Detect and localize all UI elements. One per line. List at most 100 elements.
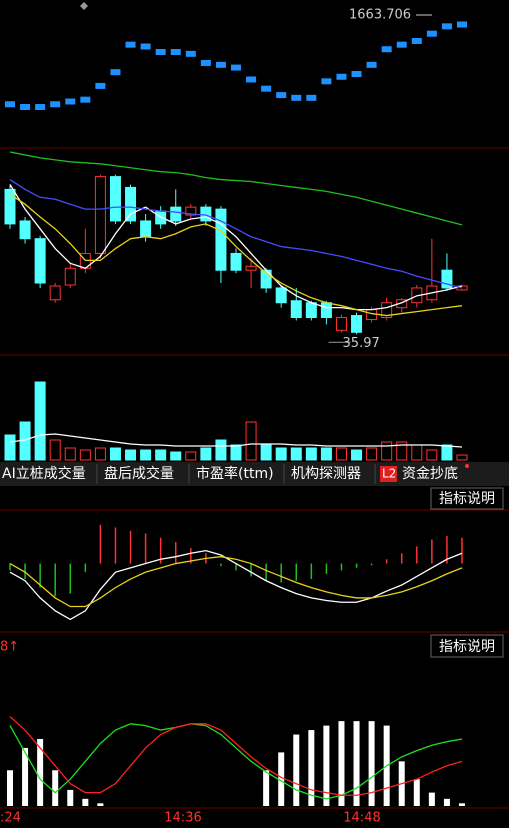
volume-bar	[411, 444, 423, 461]
candle-body	[366, 61, 377, 68]
volume-bar	[155, 449, 167, 461]
candle-body	[170, 49, 181, 55]
notice-dot	[465, 464, 469, 468]
bar	[353, 721, 360, 806]
indicator-line	[9, 433, 463, 448]
volume-bar	[275, 447, 287, 461]
candle-body	[94, 176, 106, 254]
tabs: AI立桩成交量 盘后成交量 市盈率(ttm) 机构探测器 L2 资金抄底	[2, 464, 469, 484]
candle-body	[185, 50, 196, 57]
indicator-line	[9, 193, 463, 317]
volume-bar	[140, 449, 152, 461]
candle-body	[306, 94, 317, 101]
volume-bar	[109, 447, 121, 461]
candle-body	[335, 317, 347, 331]
time-label: 14:36	[164, 811, 201, 826]
time-label: :24	[0, 811, 21, 826]
candle-body	[35, 104, 46, 110]
volume-bar	[230, 444, 242, 461]
bar	[97, 803, 104, 806]
bar	[293, 734, 300, 806]
bar	[323, 725, 330, 806]
volume-bar	[396, 441, 408, 461]
volume-bar	[381, 441, 393, 461]
candle-body	[200, 60, 211, 66]
volume-bar	[441, 444, 453, 461]
volume-bar	[64, 447, 76, 461]
candle-body	[230, 252, 242, 271]
candle-body	[215, 208, 227, 271]
price-annotation: 1663.706	[349, 8, 411, 23]
candle-body	[34, 238, 46, 284]
tab-bar	[0, 462, 509, 486]
candle-body	[290, 300, 302, 319]
candle-body	[140, 220, 152, 238]
volume-bar	[305, 447, 317, 461]
candle-body	[80, 96, 91, 103]
volume-bar	[185, 451, 197, 461]
candle-body	[411, 38, 422, 44]
l2-badge-bg	[380, 466, 397, 482]
volume-bar	[215, 439, 227, 461]
tab[interactable]: 机构探测器	[291, 466, 361, 482]
candle-body	[305, 302, 317, 319]
candle-body	[351, 315, 363, 333]
candle-body	[50, 101, 61, 108]
volume-bar	[125, 449, 137, 461]
candle-body	[49, 285, 61, 301]
l2-badge: L2	[382, 467, 396, 481]
candle-body	[64, 267, 76, 286]
volume-bar	[366, 447, 378, 461]
candle-body	[441, 269, 453, 289]
volume-bar	[260, 444, 272, 461]
indicator-value: 8↑	[0, 640, 19, 655]
bar	[308, 730, 315, 806]
explain-label: 指标说明	[439, 639, 495, 655]
candle-body	[231, 64, 241, 71]
explain-label: 指标说明	[439, 491, 495, 507]
volume-bar	[456, 454, 468, 461]
bar	[428, 792, 435, 806]
bar	[413, 779, 420, 806]
panel-borders	[0, 147, 509, 809]
candle-body	[65, 98, 76, 105]
bar	[459, 803, 465, 806]
candle-body	[381, 302, 393, 319]
candle-body	[426, 30, 437, 37]
indicator-line	[9, 716, 463, 796]
candle-body	[185, 206, 197, 216]
explain-button[interactable]	[430, 487, 504, 510]
candle-body	[246, 76, 257, 83]
indicator-line	[9, 556, 463, 608]
candle-body	[321, 78, 332, 85]
volume-bar	[426, 449, 438, 461]
candle-body	[320, 302, 332, 319]
candle-body	[140, 43, 151, 50]
volume-bar	[49, 439, 61, 461]
tab[interactable]: 市盈率(ttm)	[196, 465, 274, 482]
candle-body	[125, 186, 137, 222]
bar	[263, 770, 270, 806]
volume-bar	[335, 447, 347, 461]
tab[interactable]: 盘后成交量	[104, 465, 174, 482]
bar	[443, 798, 450, 806]
volume-bar	[4, 434, 16, 461]
bar	[22, 747, 29, 806]
explain-button[interactable]	[430, 634, 504, 658]
indicator-line	[9, 179, 463, 289]
volume-bar	[245, 421, 257, 461]
candle-body	[276, 92, 287, 99]
candle-body	[351, 71, 362, 77]
bar	[368, 721, 375, 806]
tab[interactable]: AI立桩成交量	[2, 465, 86, 482]
candle-body	[457, 21, 467, 28]
time-label: 14:48	[343, 811, 380, 826]
candle-body	[19, 220, 31, 240]
candle-body	[155, 49, 166, 55]
bar	[52, 770, 59, 806]
bar	[82, 798, 89, 806]
candle-body	[125, 41, 136, 48]
tab[interactable]: 资金抄底	[402, 466, 458, 482]
candle-body	[95, 82, 106, 89]
